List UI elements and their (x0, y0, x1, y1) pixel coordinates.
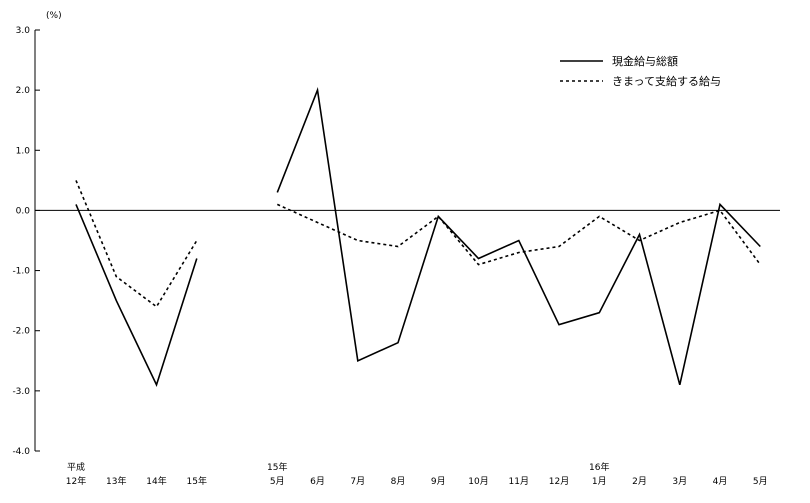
x-tick-label: 9月 (431, 476, 446, 487)
y-tick-label: -1.0 (12, 267, 30, 277)
series-scheduled-earnings-line-1 (276, 203, 761, 266)
x-tick-label: 12月 (549, 476, 569, 487)
y-tick-label: -2.0 (12, 327, 30, 337)
x-tick-label: 15年 (187, 475, 207, 487)
y-tick-label: 3.0 (16, 26, 31, 36)
legend: 現金給与総額 きまって支給する給与 (560, 54, 721, 88)
x-tick-label: 7月 (350, 476, 365, 487)
series-lines (75, 87, 761, 387)
legend-label-scheduled-earnings: きまって支給する給与 (612, 74, 721, 88)
y-unit-label: (%) (46, 11, 62, 21)
x-tick-label: 8月 (391, 476, 406, 487)
series-total-cash-earnings-line-0 (75, 204, 198, 387)
x-tick-label: 13年 (106, 475, 126, 487)
x-tick-label: 6月 (310, 476, 325, 487)
x-tick-label: 14年 (146, 475, 166, 487)
y-tick-label: 1.0 (16, 146, 31, 156)
legend-label-total-cash-earnings: 現金給与総額 (612, 54, 678, 68)
x-tick-label: 3月 (672, 476, 687, 487)
x-tick-label: 5月 (753, 476, 768, 487)
x-tick-label: 10月 (468, 476, 488, 487)
x-label-year: 15年 (267, 461, 287, 473)
series-scheduled-earnings-line-0 (75, 180, 198, 308)
y-tick-label: -4.0 (12, 447, 30, 457)
x-label-year: 平成 (67, 461, 85, 473)
axes: (%) 3.0 2.0 1.0 0.0 -1.0 -2.0 -3.0 -4.0 平成 12年 13年 1… (12, 11, 780, 487)
x-tick-label: 5月 (270, 476, 285, 487)
y-tick-label: 0.0 (16, 206, 31, 216)
x-label-year: 16年 (589, 461, 609, 473)
x-tick-label: 4月 (713, 476, 728, 487)
series-total-cash-earnings-line-1 (276, 87, 761, 386)
y-tick-label: -3.0 (12, 387, 30, 397)
x-tick-label: 12年 (66, 475, 86, 487)
x-tick-label: 1月 (592, 476, 607, 487)
x-tick-label: 2月 (632, 476, 647, 487)
y-tick-label: 2.0 (16, 86, 31, 96)
x-tick-label: 11月 (509, 476, 529, 487)
